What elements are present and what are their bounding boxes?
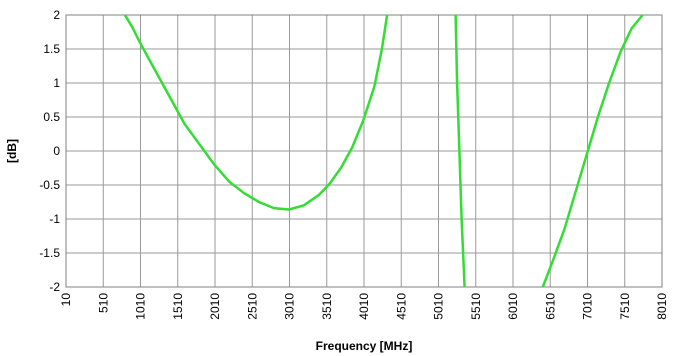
x-tick-label: 5010	[432, 293, 446, 320]
x-tick-label: 6510	[543, 293, 557, 320]
grid-lines	[65, 14, 663, 288]
series-line-segment	[123, 15, 389, 211]
y-tick-label: 0	[53, 144, 60, 158]
x-tick-label: 1510	[171, 293, 185, 320]
y-tick-labels: -2 -1.5 -1 -0.5 0 0.5 1 1.5 2	[39, 8, 60, 294]
x-tick-label: 2010	[208, 293, 222, 320]
x-tick-label: 3510	[320, 293, 334, 320]
x-tick-label: 1010	[134, 293, 148, 320]
y-tick-label: -2	[49, 280, 60, 294]
y-tick-label: -0.5	[39, 178, 60, 192]
y-axis-label: [dB]	[5, 139, 19, 163]
series-layer	[123, 15, 644, 287]
x-tick-label: 5510	[469, 293, 483, 320]
y-tick-label: -1	[49, 212, 60, 226]
y-tick-label: 1.5	[43, 42, 60, 56]
x-tick-label: 10	[59, 293, 73, 307]
x-tick-label: 3010	[283, 293, 297, 320]
y-tick-label: 2	[53, 8, 60, 22]
y-tick-label: 1	[53, 76, 60, 90]
x-tick-label: 2510	[245, 293, 259, 320]
x-tick-label: 4010	[357, 293, 371, 320]
x-tick-label: 7510	[618, 293, 632, 320]
x-tick-label: 6010	[506, 293, 520, 320]
x-axis-label: Frequency [MHz]	[316, 339, 413, 353]
series-line-segment	[454, 15, 466, 287]
x-tick-label: 4510	[394, 293, 408, 320]
x-tick-label: 7010	[581, 293, 595, 320]
series-line-segment	[541, 15, 644, 287]
x-tick-label: 8010	[655, 293, 669, 320]
y-tick-label: 0.5	[43, 110, 60, 124]
x-tick-label: 510	[96, 293, 110, 313]
x-tick-labels: 10 510 1010 1510 2010 2510 3010 3510 4010 4510 501…	[59, 293, 669, 320]
y-tick-label: -1.5	[39, 246, 60, 260]
plot-area	[65, 14, 663, 288]
